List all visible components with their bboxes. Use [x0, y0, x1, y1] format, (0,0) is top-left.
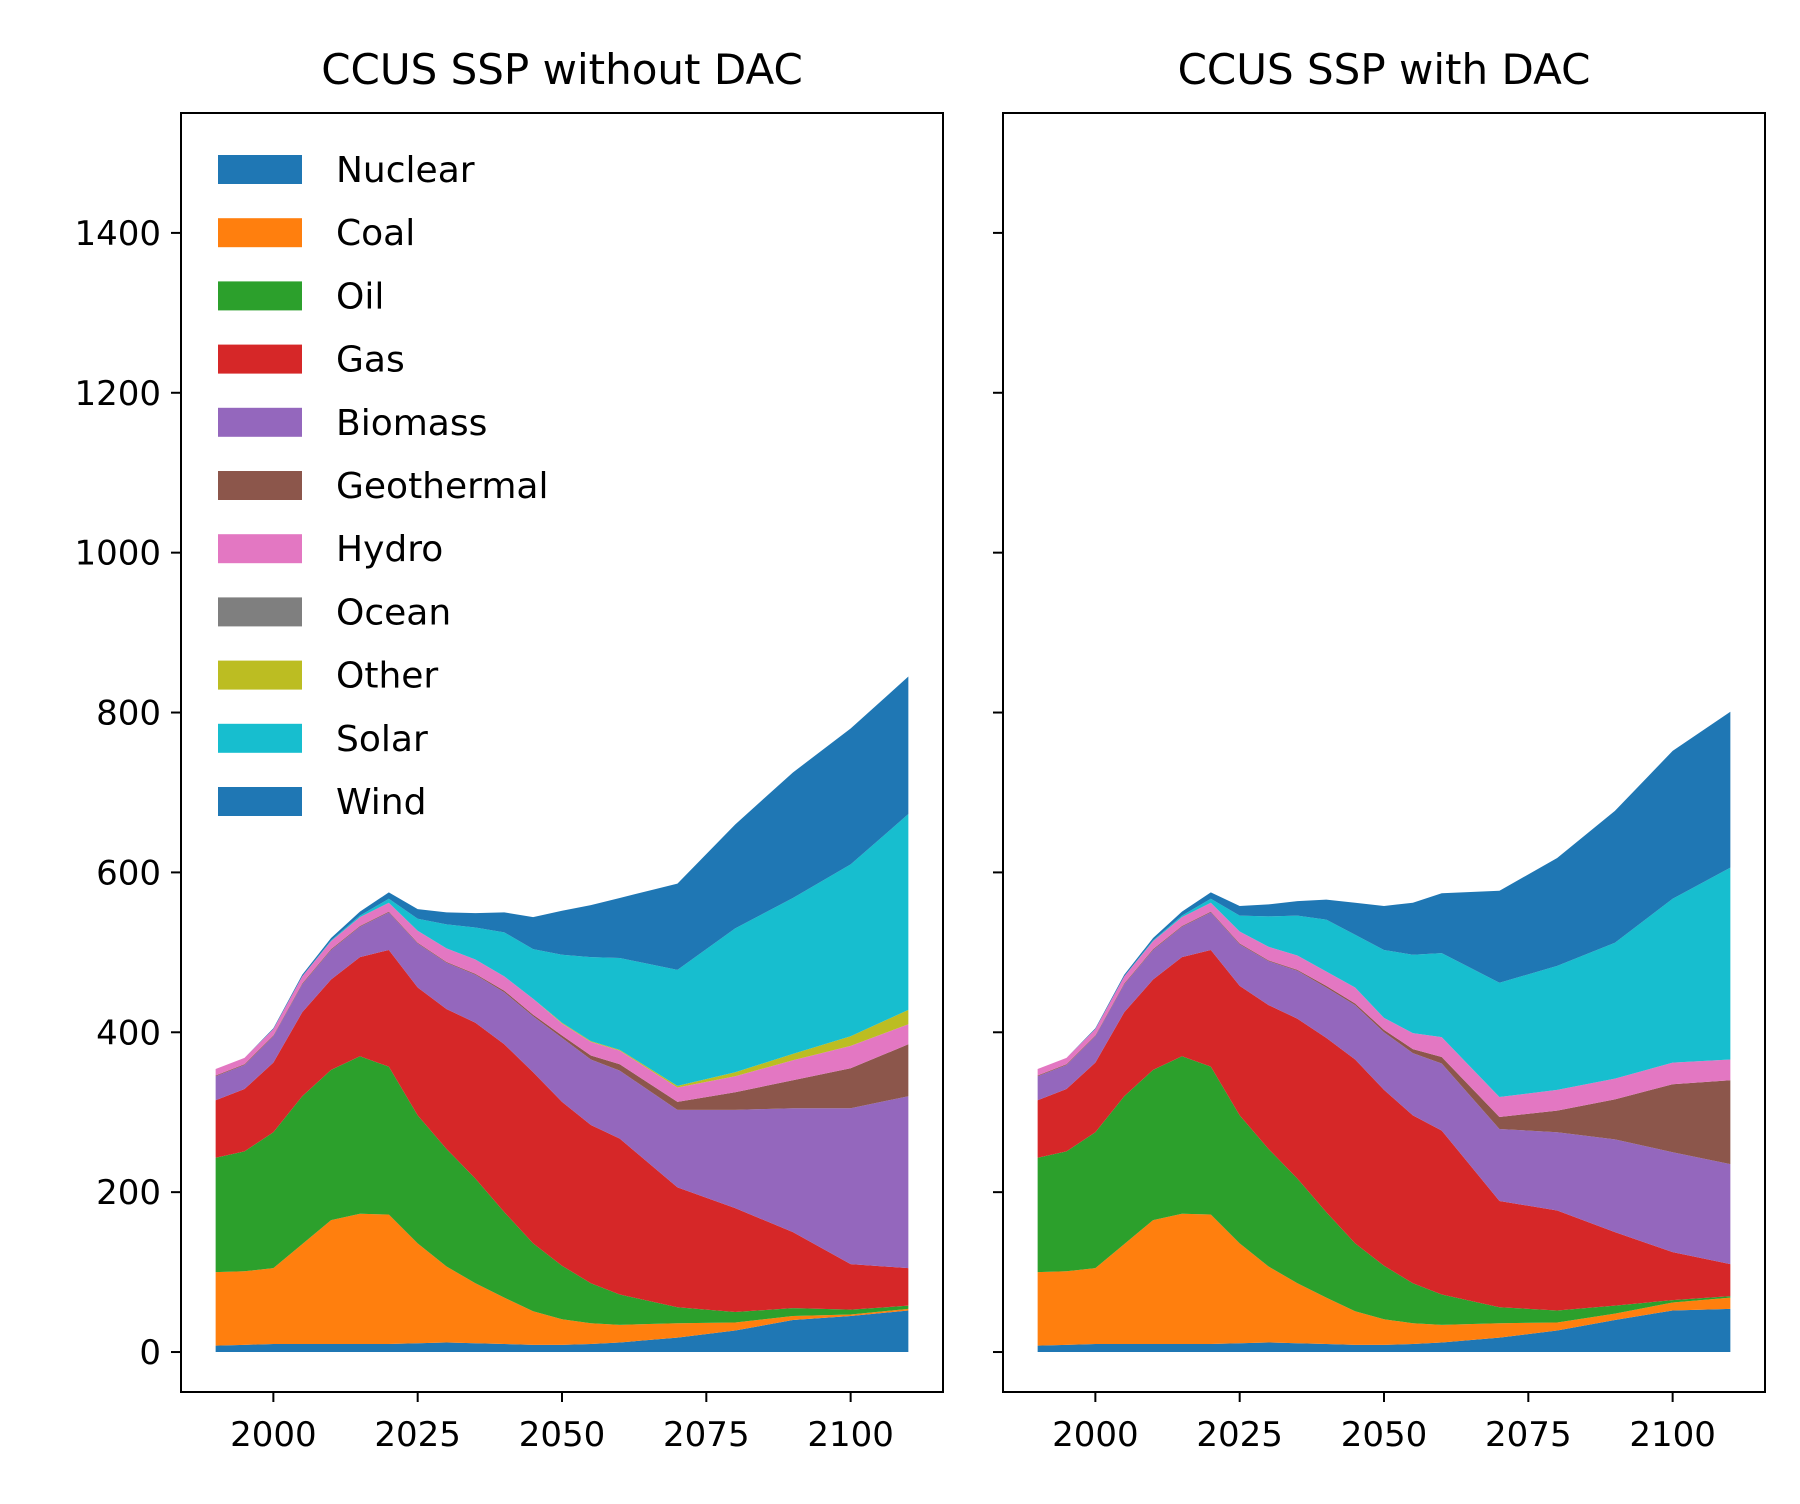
area-coal [215, 1213, 909, 1346]
y-tick-label: 800 [96, 694, 161, 734]
legend-swatch-nuclear [218, 155, 302, 184]
legend-label-wind: Wind [336, 782, 426, 823]
area-gas [215, 949, 909, 1313]
area-wind [1037, 711, 1731, 1070]
legend-swatch-oil [218, 281, 302, 311]
panel-title: CCUS SSP without DAC [321, 45, 803, 94]
legend-label-other: Other [336, 656, 438, 697]
legend-swatch-wind [218, 787, 302, 816]
legend-swatch-biomass [218, 407, 302, 437]
legend-label-solar: Solar [336, 719, 428, 760]
legend: Nuclear Coal Oil Gas Biomass Geothermal Hydro O… [218, 150, 548, 823]
panel-title: CCUS SSP with DAC [1178, 45, 1591, 94]
y-tick-label: 400 [96, 1013, 161, 1053]
area-solar [1037, 867, 1731, 1098]
legend-label-geothermal: Geothermal [336, 466, 548, 507]
x-tick-label: 2050 [1341, 1415, 1428, 1455]
legend-swatch-other [218, 660, 302, 690]
legend-swatch-ocean [218, 597, 302, 627]
area-geothermal [215, 911, 909, 1110]
y-tick-label: 200 [96, 1173, 161, 1213]
area-geothermal [1037, 911, 1731, 1165]
legend-label-ocean: Ocean [336, 592, 451, 633]
area-oil [1037, 1056, 1731, 1325]
area-coal [1037, 1213, 1731, 1346]
legend-swatch-coal [218, 218, 302, 248]
legend-label-biomass: Biomass [336, 403, 487, 444]
area-biomass [215, 912, 909, 1269]
y-tick-label: 1200 [74, 374, 161, 414]
panel-2: CCUS SSP with DAC 2000 2025 2050 2075 2100 [993, 45, 1766, 1455]
x-tick-label: 2025 [1196, 1415, 1283, 1455]
legend-label-oil: Oil [336, 276, 384, 317]
y-tick-label: 1000 [74, 534, 161, 574]
x-tick-label: 2100 [807, 1415, 894, 1455]
legend-label-hydro: Hydro [336, 529, 443, 570]
legend-swatch-geothermal [218, 471, 302, 500]
area-wind [215, 676, 909, 1070]
legend-label-gas: Gas [336, 340, 405, 381]
legend-swatch-hydro [218, 534, 302, 564]
x-tick-label: 2000 [1052, 1415, 1139, 1455]
legend-label-nuclear: Nuclear [336, 150, 475, 191]
area-gas [1037, 949, 1731, 1311]
x-tick-label: 2000 [230, 1415, 317, 1455]
x-tick-label: 2050 [519, 1415, 606, 1455]
legend-swatch-gas [218, 344, 302, 374]
legend-label-coal: Coal [336, 213, 415, 254]
x-tick-label: 2075 [1485, 1415, 1572, 1455]
area-solar [215, 814, 909, 1086]
legend-swatch-solar [218, 723, 302, 753]
area-nuclear [1037, 1308, 1731, 1353]
area-oil [215, 1056, 909, 1325]
area-biomass [1037, 912, 1731, 1265]
x-tick-label: 2075 [663, 1415, 750, 1455]
x-tick-label: 2100 [1629, 1415, 1716, 1455]
y-tick-label: 600 [96, 853, 161, 893]
y-tick-label: 1400 [74, 214, 161, 254]
y-tick-label: 0 [139, 1333, 161, 1373]
area-nuclear [215, 1310, 909, 1353]
x-tick-label: 2025 [374, 1415, 461, 1455]
